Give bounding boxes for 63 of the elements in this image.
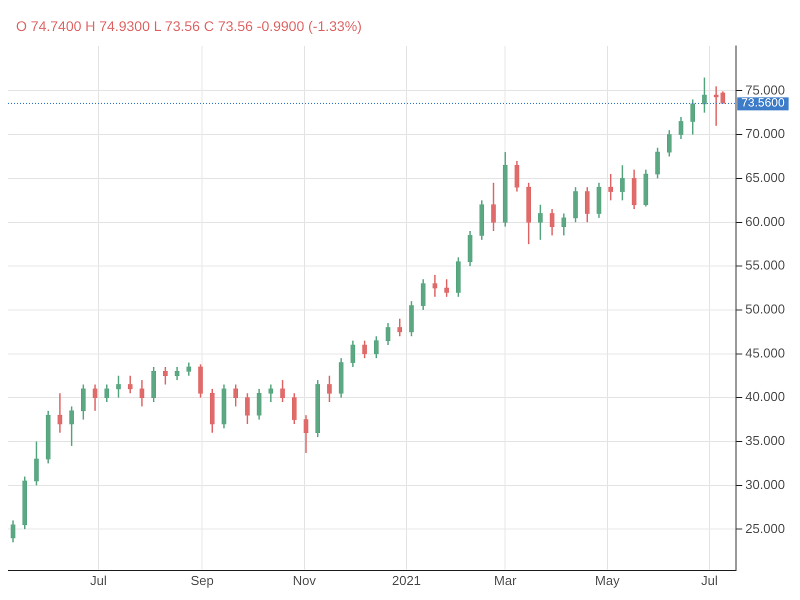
candlestick bbox=[268, 384, 274, 403]
y-tick-label: 70.000 bbox=[745, 126, 786, 142]
candlestick bbox=[620, 164, 625, 202]
candlestick bbox=[292, 392, 297, 425]
candlestick bbox=[362, 340, 367, 359]
candlestick bbox=[104, 384, 110, 403]
y-tick-label: 30.000 bbox=[745, 476, 786, 492]
x-tick-label: Jul bbox=[90, 572, 107, 588]
candlestick bbox=[304, 414, 308, 454]
candlestick bbox=[69, 406, 74, 447]
y-tick-label: 40.000 bbox=[745, 389, 786, 404]
x-tick-label: Sep bbox=[190, 572, 214, 588]
candlestick bbox=[10, 520, 16, 544]
candlestick bbox=[561, 212, 566, 236]
candlestick bbox=[584, 186, 590, 224]
candlestick bbox=[444, 278, 449, 298]
y-tick-label: 35.000 bbox=[745, 433, 786, 448]
candlestick bbox=[174, 366, 180, 381]
x-tick-label: 2021 bbox=[392, 572, 421, 588]
y-tick-label: 25.000 bbox=[745, 520, 786, 536]
candlestick bbox=[420, 278, 426, 311]
candlestick bbox=[374, 336, 379, 359]
y-tick-label: 50.000 bbox=[745, 302, 786, 317]
candlestick bbox=[690, 98, 696, 136]
candlestick bbox=[655, 146, 660, 180]
x-tick-label: Mar bbox=[494, 572, 518, 588]
candlestick bbox=[397, 318, 402, 338]
candlestick bbox=[186, 362, 192, 376]
candlestick bbox=[386, 322, 390, 346]
candlestick bbox=[140, 379, 144, 408]
candlestick bbox=[34, 440, 39, 486]
x-tick-label: Jul bbox=[701, 572, 718, 588]
candlestick bbox=[538, 204, 543, 241]
y-tick-label: 55.000 bbox=[745, 258, 786, 273]
candlestick bbox=[550, 208, 554, 236]
candlestick bbox=[720, 90, 726, 104]
candlestick bbox=[280, 379, 285, 403]
y-tick-label: 75.000 bbox=[745, 82, 786, 98]
ref-line-label: 73.5600 bbox=[741, 96, 785, 110]
candlestick bbox=[678, 116, 684, 140]
candlestick bbox=[233, 384, 238, 408]
candlestick bbox=[163, 366, 168, 386]
candlestick bbox=[666, 129, 672, 158]
x-tick-label: May bbox=[595, 572, 620, 588]
candlestick bbox=[608, 173, 614, 202]
candlestick bbox=[58, 392, 62, 434]
candlestick bbox=[514, 160, 520, 192]
candlestick bbox=[128, 374, 133, 394]
candlestick bbox=[432, 274, 438, 298]
candlestick bbox=[702, 76, 707, 114]
candlestick bbox=[116, 374, 121, 398]
text: O 74.7400 H 74.9300 L 73.56 C 73.56 -0.9900 (-1.33%) bbox=[16, 18, 362, 34]
candlestick bbox=[245, 392, 250, 425]
y-tick-label: 60.000 bbox=[745, 214, 786, 229]
candlestick bbox=[327, 374, 332, 403]
candlestick bbox=[81, 384, 86, 420]
candlestick bbox=[92, 384, 98, 412]
candlestick bbox=[491, 182, 496, 232]
candlestick bbox=[350, 340, 356, 368]
y-tick-label: 45.000 bbox=[745, 345, 786, 360]
candlestick bbox=[256, 388, 262, 420]
x-tick-label: Nov bbox=[292, 572, 316, 588]
y-tick-label: 65.000 bbox=[745, 170, 786, 185]
